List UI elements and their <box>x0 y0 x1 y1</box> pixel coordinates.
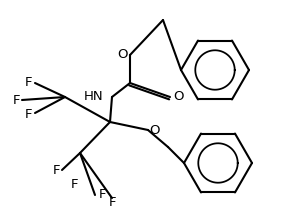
Text: F: F <box>52 163 60 176</box>
Text: F: F <box>98 188 106 202</box>
Text: O: O <box>173 91 183 103</box>
Text: F: F <box>25 76 33 89</box>
Text: F: F <box>108 196 116 209</box>
Text: F: F <box>25 107 33 120</box>
Text: F: F <box>12 93 20 107</box>
Text: O: O <box>118 48 128 62</box>
Text: O: O <box>150 124 160 136</box>
Text: F: F <box>71 178 79 192</box>
Text: HN: HN <box>83 91 103 103</box>
